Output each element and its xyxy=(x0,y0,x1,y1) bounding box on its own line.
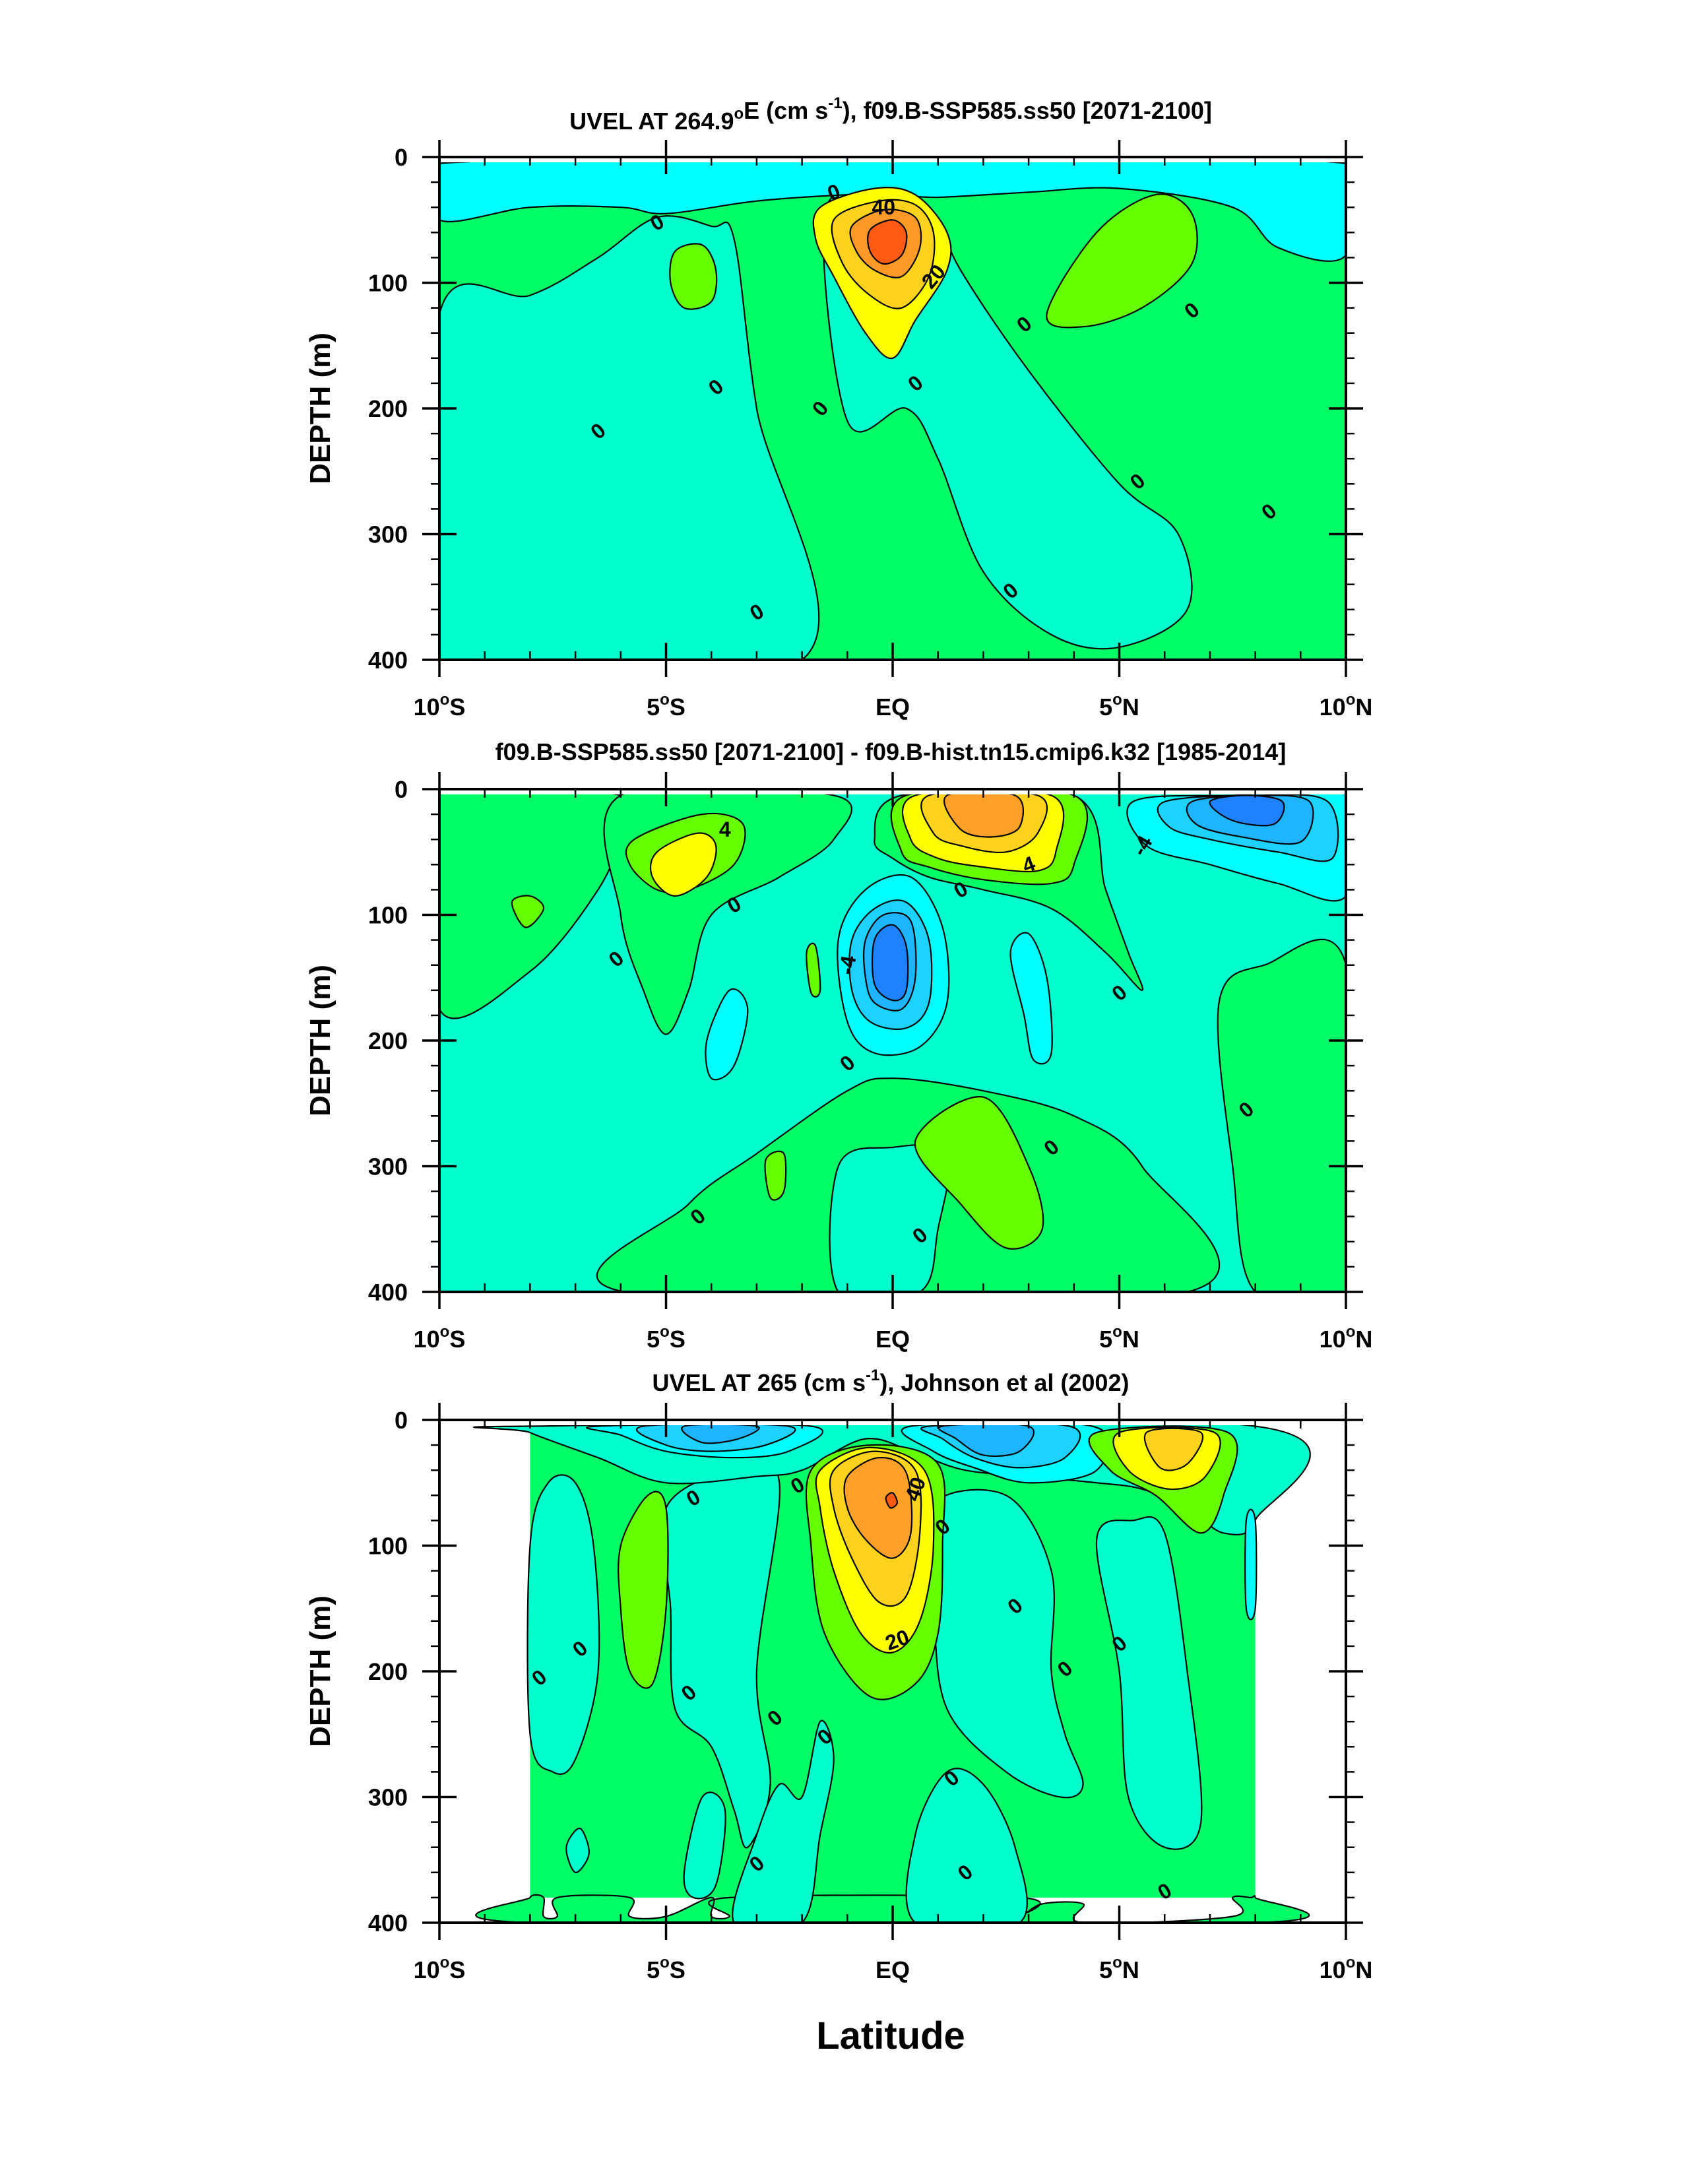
contour-region-2 xyxy=(526,1474,600,1775)
contour-region-9 xyxy=(867,219,908,265)
y-tick-label: 300 xyxy=(368,1153,408,1180)
contour-region-6 xyxy=(732,1719,835,1923)
contour-region-10 xyxy=(511,895,545,928)
x-tick-label: 5oS xyxy=(647,1323,685,1353)
y-tick-label: 200 xyxy=(368,395,408,422)
contour-region-7 xyxy=(914,1096,1044,1250)
contour-region-17 xyxy=(938,1425,1035,1457)
contour-region-9 xyxy=(683,1791,726,1900)
panel-title: UVEL AT 265 (cm s-1), Johnson et al (200… xyxy=(653,1366,1130,1396)
contour-region-8 xyxy=(565,1828,590,1873)
y-tick-label: 100 xyxy=(368,270,408,297)
contour-region-18 xyxy=(618,1491,669,1689)
contour-region-4 xyxy=(1217,938,1346,1292)
contour-region-13 xyxy=(1244,1508,1258,1621)
contour-region-1 xyxy=(439,215,820,660)
x-tick-label: 10oN xyxy=(1320,1954,1373,1983)
y-axis-label: DEPTH (m) xyxy=(304,1595,336,1747)
contour-region-24 xyxy=(1143,1427,1203,1471)
x-tick-label: 5oN xyxy=(1099,1323,1139,1353)
x-tick-label: 5oS xyxy=(647,1954,685,1983)
y-tick-label: 0 xyxy=(395,1407,408,1434)
x-tick-label: 10oN xyxy=(1320,691,1373,721)
y-tick-label: 400 xyxy=(368,1910,408,1937)
contour-region-26 xyxy=(885,1492,899,1509)
contour-label: 4 xyxy=(719,818,731,841)
contour-region-19 xyxy=(705,988,749,1081)
x-tick-label: 10oN xyxy=(1320,1323,1373,1353)
x-tick-label: 10oS xyxy=(414,1323,466,1353)
contour-region-26 xyxy=(1209,794,1285,827)
x-tick-label: EQ xyxy=(876,1326,910,1353)
contour-region-13 xyxy=(649,832,717,897)
x-axis-title: Latitude xyxy=(816,2014,965,2057)
contour-region-12 xyxy=(806,942,821,998)
y-tick-label: 400 xyxy=(368,647,408,674)
y-tick-label: 100 xyxy=(368,902,408,929)
contour-region-4 xyxy=(1046,193,1198,329)
panel-title: UVEL AT 264.9oE (cm s-1), f09.B-SSP585.s… xyxy=(569,94,1212,135)
contour-region-7 xyxy=(905,1768,1028,1923)
contour-region-16 xyxy=(943,794,1025,838)
y-axis-label: DEPTH (m) xyxy=(304,965,336,1116)
x-tick-label: EQ xyxy=(876,693,910,721)
x-tick-label: 5oN xyxy=(1099,691,1139,721)
x-tick-label: 10oS xyxy=(414,1954,466,1983)
contour-region-20 xyxy=(1009,932,1053,1065)
y-tick-label: 200 xyxy=(368,1027,408,1054)
y-tick-label: 400 xyxy=(368,1279,408,1306)
x-tick-label: 5oS xyxy=(647,691,685,721)
y-tick-label: 200 xyxy=(368,1658,408,1685)
contour-region-3 xyxy=(439,162,1346,262)
x-tick-label: 5oN xyxy=(1099,1954,1139,1983)
contour-label: -4 xyxy=(834,953,860,976)
contour-region-25 xyxy=(843,1457,913,1559)
contour-region-4 xyxy=(923,1489,1084,1799)
panel-title: f09.B-SSP585.ss50 [2071-2100] - f09.B-hi… xyxy=(495,738,1287,765)
x-tick-label: EQ xyxy=(876,1956,910,1983)
x-tick-label: 10oS xyxy=(414,691,466,721)
contour-region-16 xyxy=(681,1425,760,1444)
y-tick-label: 100 xyxy=(368,1533,408,1560)
y-tick-label: 0 xyxy=(395,776,408,803)
contour-region-6 xyxy=(829,1143,951,1292)
contour-region-25 xyxy=(871,924,909,1002)
contour-region-11 xyxy=(764,1150,787,1201)
y-tick-label: 300 xyxy=(368,1784,408,1811)
contour-label: 40 xyxy=(872,195,895,219)
contour-region-5 xyxy=(669,243,718,310)
y-tick-label: 0 xyxy=(395,144,408,171)
y-tick-label: 300 xyxy=(368,521,408,548)
contour-region-5 xyxy=(1095,1516,1203,1850)
y-axis-label: DEPTH (m) xyxy=(304,333,336,484)
